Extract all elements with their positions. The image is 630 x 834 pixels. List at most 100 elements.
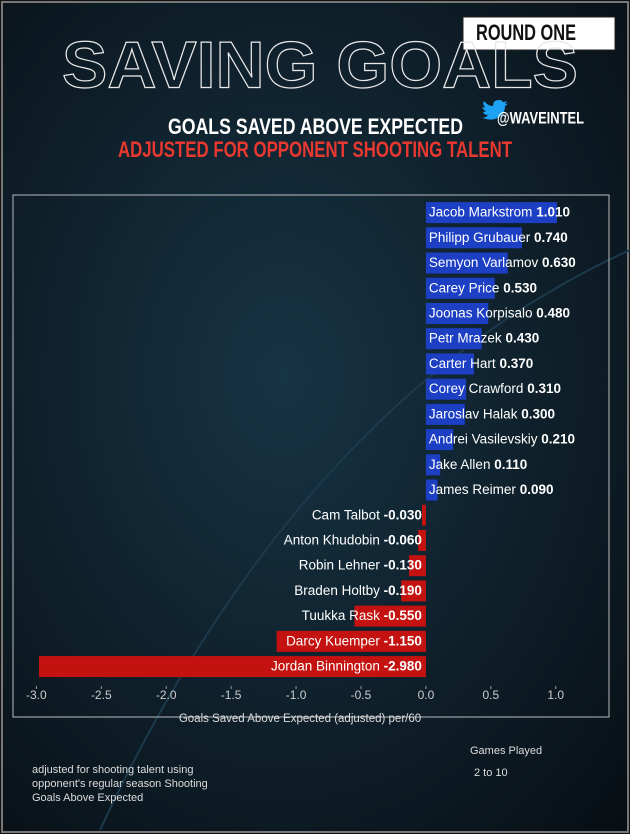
bar [425, 202, 558, 224]
note: Goals Above Expected [32, 792, 143, 804]
twitter-icon [478, 100, 508, 120]
bar [418, 529, 426, 551]
bar-label: Joonas Korpisalo 0.480 [429, 305, 570, 320]
category-label: Jordan Binnington [271, 658, 380, 673]
bar-label: Robin Lehner -0.130 [299, 557, 422, 572]
bar-label: Carter Hart 0.370 [429, 355, 533, 370]
value-label: 1.010 [536, 204, 570, 219]
category-label: Petr Mrazek [429, 330, 502, 345]
value-label: 0.530 [503, 280, 537, 295]
category-label: Robin Lehner [299, 557, 381, 572]
value-label: -2.980 [384, 658, 422, 673]
x-tick-label: -1.0 [286, 688, 307, 702]
badge: ROUND ONE [476, 20, 576, 45]
subtitle: GOALS SAVED ABOVE EXPECTED [168, 114, 463, 139]
legend-range: 2 to 10 [474, 767, 508, 779]
bar [425, 252, 508, 274]
value-label: 0.300 [521, 406, 555, 421]
value-label: 0.480 [536, 305, 570, 320]
bar-label: Jaroslav Halak 0.300 [429, 406, 555, 421]
category-label: Jacob Markstrom [429, 204, 533, 219]
x-tick-label: -3.0 [26, 688, 47, 702]
x-tick-label: -2.0 [156, 688, 177, 702]
legend-title: Games Played [470, 745, 542, 757]
bar [425, 302, 489, 324]
bar [425, 277, 495, 299]
bar-label: Tuukka Rask -0.550 [302, 608, 422, 623]
value-label: 0.740 [534, 229, 568, 244]
bar-label: Braden Holtby -0.190 [294, 582, 422, 597]
category-label: Joonas Korpisalo [429, 305, 533, 320]
x-axis-label: Goals Saved Above Expected (adjusted) pe… [179, 713, 421, 725]
value-label: 0.210 [541, 431, 575, 446]
value-label: -0.190 [384, 582, 422, 597]
category-label: Andrei Vasilevskiy [429, 431, 538, 446]
bar [425, 328, 482, 350]
bar-label: Corey Crawford 0.310 [429, 381, 561, 396]
bar [422, 504, 426, 526]
value-label: 0.090 [520, 482, 554, 497]
value-label: 0.310 [527, 381, 561, 396]
bar [354, 605, 426, 627]
category-label: Braden Holtby [294, 582, 380, 597]
bar [425, 353, 474, 375]
bar [425, 454, 441, 476]
x-tick-label: 0.5 [482, 688, 499, 702]
chart-title: SAVING GOALS [62, 27, 578, 101]
bar-label: Jordan Binnington -2.980 [271, 658, 422, 673]
value-label: 0.110 [494, 456, 527, 471]
value-label: -0.130 [384, 557, 422, 572]
bar-label: Anton Khudobin -0.060 [284, 532, 422, 547]
category-label: Cam Talbot [312, 507, 380, 522]
value-label: -1.150 [384, 633, 422, 648]
bar [425, 227, 523, 249]
x-tick-label: -0.5 [351, 688, 372, 702]
x-tick-label: 0.0 [418, 688, 435, 702]
value-label: -0.030 [384, 507, 422, 522]
value-label: -0.550 [384, 608, 422, 623]
value-label: 0.430 [505, 330, 539, 345]
note: opponent's regular season Shooting [32, 778, 208, 790]
bar-label: Semyon Varlamov 0.630 [429, 255, 576, 270]
value-label: 0.370 [499, 355, 533, 370]
handle: @WAVEINTEL [497, 108, 584, 127]
bar-label: Cam Talbot -0.030 [312, 507, 422, 522]
decoration [99, 249, 630, 831]
value-label: -0.060 [384, 532, 422, 547]
bar-label: Philipp Grubauer 0.740 [429, 229, 568, 244]
category-label: Carey Price [429, 280, 500, 295]
category-label: Darcy Kuemper [286, 633, 380, 648]
category-label: James Reimer [429, 482, 517, 497]
subtitle2: ADJUSTED FOR OPPONENT SHOOTING TALENT [118, 137, 512, 162]
bar-label: Darcy Kuemper -1.150 [286, 633, 422, 648]
bar-label: James Reimer 0.090 [429, 482, 554, 497]
bar [38, 656, 426, 678]
x-tick-label: 1.0 [547, 688, 564, 702]
category-label: Carter Hart [429, 355, 496, 370]
category-label: Jake Allen [429, 456, 491, 471]
bar-label: Carey Price 0.530 [429, 280, 537, 295]
bar [425, 378, 467, 400]
category-label: Tuukka Rask [302, 608, 381, 623]
category-label: Philipp Grubauer [429, 229, 531, 244]
bar [401, 580, 426, 602]
category-label: Semyon Varlamov [429, 255, 539, 270]
bar [276, 630, 426, 652]
bar-label: Andrei Vasilevskiy 0.210 [429, 431, 575, 446]
bar [409, 555, 426, 577]
badge-box [462, 16, 616, 51]
x-tick-label: -1.5 [221, 688, 242, 702]
x-tick-label: -2.5 [91, 688, 112, 702]
category-label: Corey Crawford [429, 381, 524, 396]
bar-label: Petr Mrazek 0.430 [429, 330, 539, 345]
category-label: Jaroslav Halak [429, 406, 518, 421]
value-label: 0.630 [542, 255, 576, 270]
bar-label: Jacob Markstrom 1.010 [429, 204, 570, 219]
category-label: Anton Khudobin [284, 532, 380, 547]
note: adjusted for shooting talent using [32, 764, 193, 776]
bar [425, 479, 438, 501]
plot-frame [12, 194, 610, 718]
bar [425, 429, 454, 451]
